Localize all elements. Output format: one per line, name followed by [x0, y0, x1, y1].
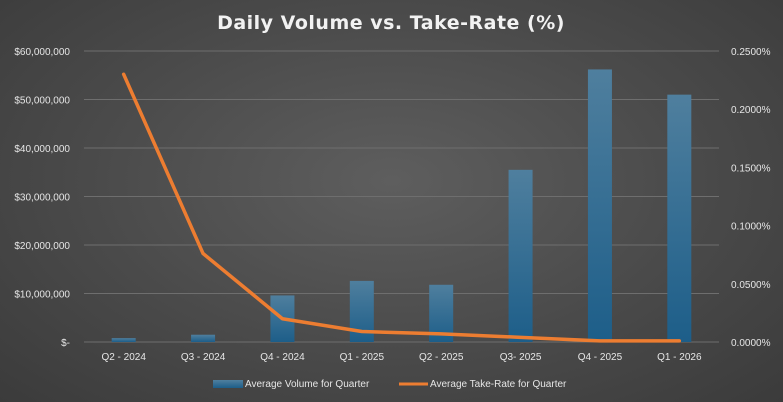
bar-series: [111, 69, 692, 343]
take-rate-line: [121, 72, 682, 343]
x-tick-label: Q1 - 2026: [657, 352, 702, 363]
line-series: [121, 72, 682, 343]
bar: [587, 69, 612, 343]
chart-title: Daily Volume vs. Take-Rate (%): [217, 12, 565, 34]
bar: [191, 334, 216, 342]
left-axis: $- $10,000,000 $20,000,000 $30,000,000 $40,0…: [14, 47, 70, 349]
y-left-tick-label: $30,000,000: [14, 193, 70, 204]
y-right-tick-label: 0.0500%: [731, 280, 771, 291]
bar: [508, 169, 533, 342]
x-tick-label: Q2 - 2025: [419, 352, 464, 363]
y-left-tick-label: $20,000,000: [14, 241, 70, 252]
right-axis: 0.0000% 0.0500% 0.1000% 0.1500% 0.2000% 0.250…: [731, 47, 771, 349]
y-left-tick-label: $50,000,000: [14, 96, 70, 107]
y-left-tick-label: $40,000,000: [14, 144, 70, 155]
gridlines: [84, 50, 719, 343]
x-tick-label: Q1 - 2025: [340, 352, 385, 363]
y-right-tick-label: 0.1500%: [731, 163, 771, 174]
legend-label-line: Average Take-Rate for Quarter: [430, 379, 567, 390]
x-axis: Q2 - 2024 Q3 - 2024 Q4 - 2024 Q1 - 2025 Q2 -…: [101, 352, 702, 363]
y-left-tick-label: $60,000,000: [14, 47, 70, 58]
y-right-tick-label: 0.0000%: [731, 338, 771, 349]
bar: [111, 338, 136, 342]
x-tick-label: Q2 - 2024: [101, 352, 146, 363]
y-right-tick-label: 0.2000%: [731, 105, 771, 116]
y-left-tick-label: $-: [61, 338, 70, 349]
legend-swatch-bar: [213, 380, 243, 388]
legend-label-bar: Average Volume for Quarter: [245, 379, 370, 390]
bar: [667, 94, 692, 343]
legend: Average Volume for Quarter Average Take-…: [213, 379, 567, 390]
y-left-tick-label: $10,000,000: [14, 290, 70, 301]
x-tick-label: Q4 - 2024: [260, 352, 305, 363]
y-right-tick-label: 0.1000%: [731, 222, 771, 233]
x-tick-label: Q3- 2025: [500, 352, 542, 363]
x-tick-label: Q3 - 2024: [181, 352, 226, 363]
y-right-tick-label: 0.2500%: [731, 47, 771, 58]
x-tick-label: Q4 - 2025: [578, 352, 623, 363]
